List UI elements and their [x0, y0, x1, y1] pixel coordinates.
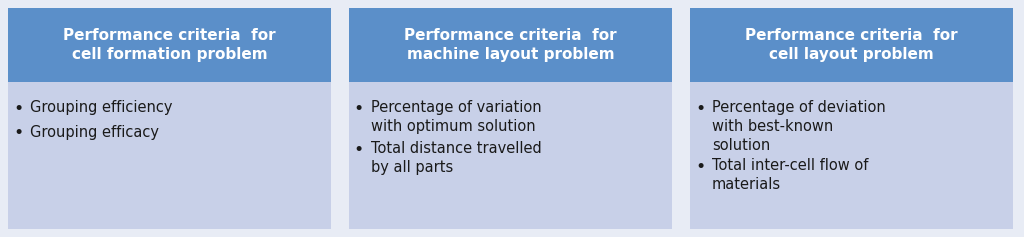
- Bar: [349, 8, 672, 82]
- Text: Grouping efficacy: Grouping efficacy: [30, 124, 159, 140]
- Text: •: •: [354, 100, 365, 118]
- Bar: [349, 8, 672, 229]
- Bar: [690, 8, 1013, 82]
- Text: •: •: [13, 124, 24, 142]
- Text: •: •: [695, 158, 706, 176]
- Text: Performance criteria  for
cell layout problem: Performance criteria for cell layout pro…: [745, 28, 957, 62]
- Text: •: •: [13, 100, 24, 118]
- Text: •: •: [354, 141, 365, 159]
- Text: •: •: [695, 100, 706, 118]
- Text: Grouping efficiency: Grouping efficiency: [30, 100, 172, 115]
- Text: Total distance travelled
by all parts: Total distance travelled by all parts: [371, 141, 542, 175]
- Bar: [8, 8, 331, 82]
- Bar: [690, 8, 1013, 229]
- Text: Percentage of variation
with optimum solution: Percentage of variation with optimum sol…: [371, 100, 542, 134]
- Text: Percentage of deviation
with best-known
solution: Percentage of deviation with best-known …: [712, 100, 886, 153]
- Text: Performance criteria  for
machine layout problem: Performance criteria for machine layout …: [404, 28, 616, 62]
- Bar: [8, 8, 331, 229]
- Text: Total inter-cell flow of
materials: Total inter-cell flow of materials: [712, 158, 868, 192]
- Text: Performance criteria  for
cell formation problem: Performance criteria for cell formation …: [63, 28, 275, 62]
